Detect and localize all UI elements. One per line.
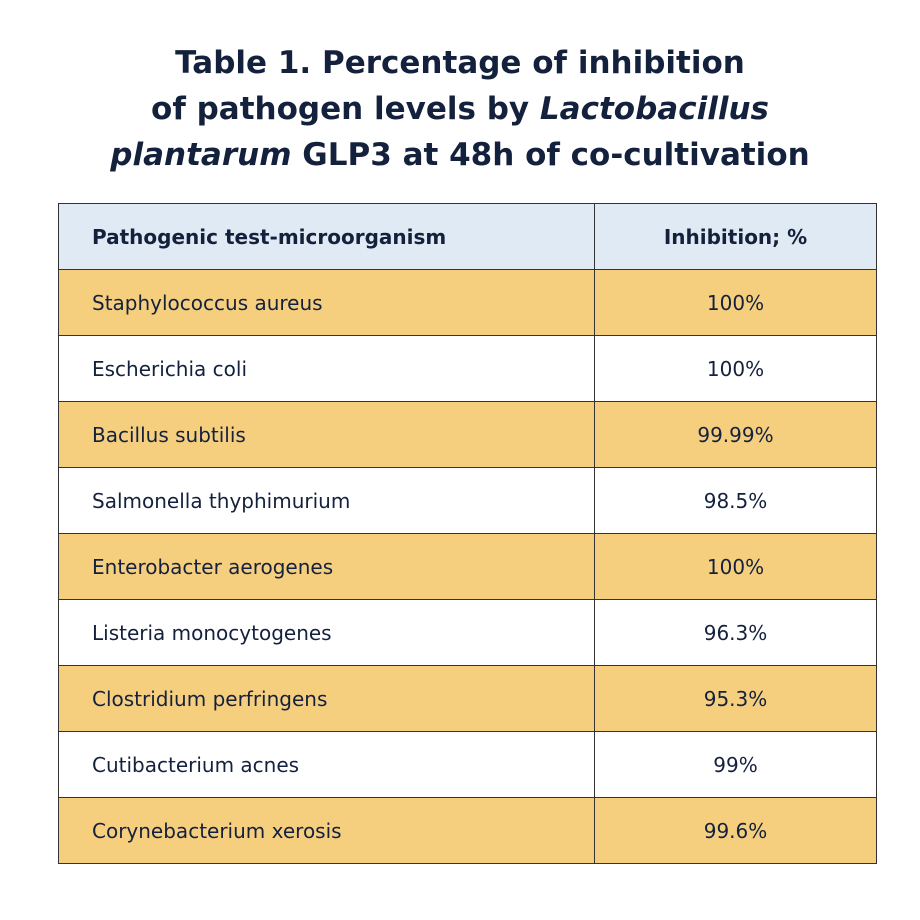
table-body: Staphylococcus aureus 100% Escherichia col… (58, 269, 877, 864)
inhibition-cell: 100% (594, 533, 877, 600)
inhibition-cell: 99.6% (594, 797, 877, 864)
table-row: Bacillus subtilis 99.99% (58, 401, 877, 468)
title-text: of pathogen levels by (151, 91, 530, 127)
header-row: Pathogenic test-microorganism Inhibition… (58, 203, 877, 270)
table-row: Corynebacterium xerosis 99.6% (58, 797, 877, 864)
data-table: Pathogenic test-microorganism Inhibition… (58, 203, 877, 864)
title-text: Table 1. Percentage of inhibition (175, 45, 745, 81)
organism-cell: Bacillus subtilis (58, 401, 595, 468)
inhibition-cell: 99.99% (594, 401, 877, 468)
organism-cell: Escherichia coli (58, 335, 595, 402)
inhibition-cell: 100% (594, 335, 877, 402)
title-line: of pathogen levels by Lactobacillus (0, 86, 920, 132)
inhibition-cell: 98.5% (594, 467, 877, 534)
table-row: Enterobacter aerogenes 100% (58, 533, 877, 600)
table-row: Escherichia coli 100% (58, 335, 877, 402)
inhibition-cell: 100% (594, 269, 877, 336)
table-row: Listeria monocytogenes 96.3% (58, 599, 877, 666)
table-row: Clostridium perfringens 95.3% (58, 665, 877, 732)
inhibition-cell: 96.3% (594, 599, 877, 666)
organism-cell: Corynebacterium xerosis (58, 797, 595, 864)
title-line: plantarum GLP3 at 48h of co-cultivation (0, 132, 920, 178)
organism-cell: Cutibacterium acnes (58, 731, 595, 798)
title-line: Table 1. Percentage of inhibition (0, 40, 920, 86)
title-text: GLP3 at 48h of co-cultivation (302, 137, 810, 173)
organism-cell: Staphylococcus aureus (58, 269, 595, 336)
organism-cell: Clostridium perfringens (58, 665, 595, 732)
header-cell: Pathogenic test-microorganism (58, 203, 595, 270)
table-row: Cutibacterium acnes 99% (58, 731, 877, 798)
title-italic: Lactobacillus (539, 91, 769, 127)
table-row: Staphylococcus aureus 100% (58, 269, 877, 336)
header-cell: Inhibition; % (594, 203, 877, 270)
organism-cell: Salmonella thyphimurium (58, 467, 595, 534)
table-row: Salmonella thyphimurium 98.5% (58, 467, 877, 534)
title-italic: plantarum (110, 137, 292, 173)
organism-cell: Listeria monocytogenes (58, 599, 595, 666)
organism-cell: Enterobacter aerogenes (58, 533, 595, 600)
inhibition-cell: 99% (594, 731, 877, 798)
title: Table 1. Percentage of inhibition of pat… (0, 40, 920, 178)
inhibition-cell: 95.3% (594, 665, 877, 732)
